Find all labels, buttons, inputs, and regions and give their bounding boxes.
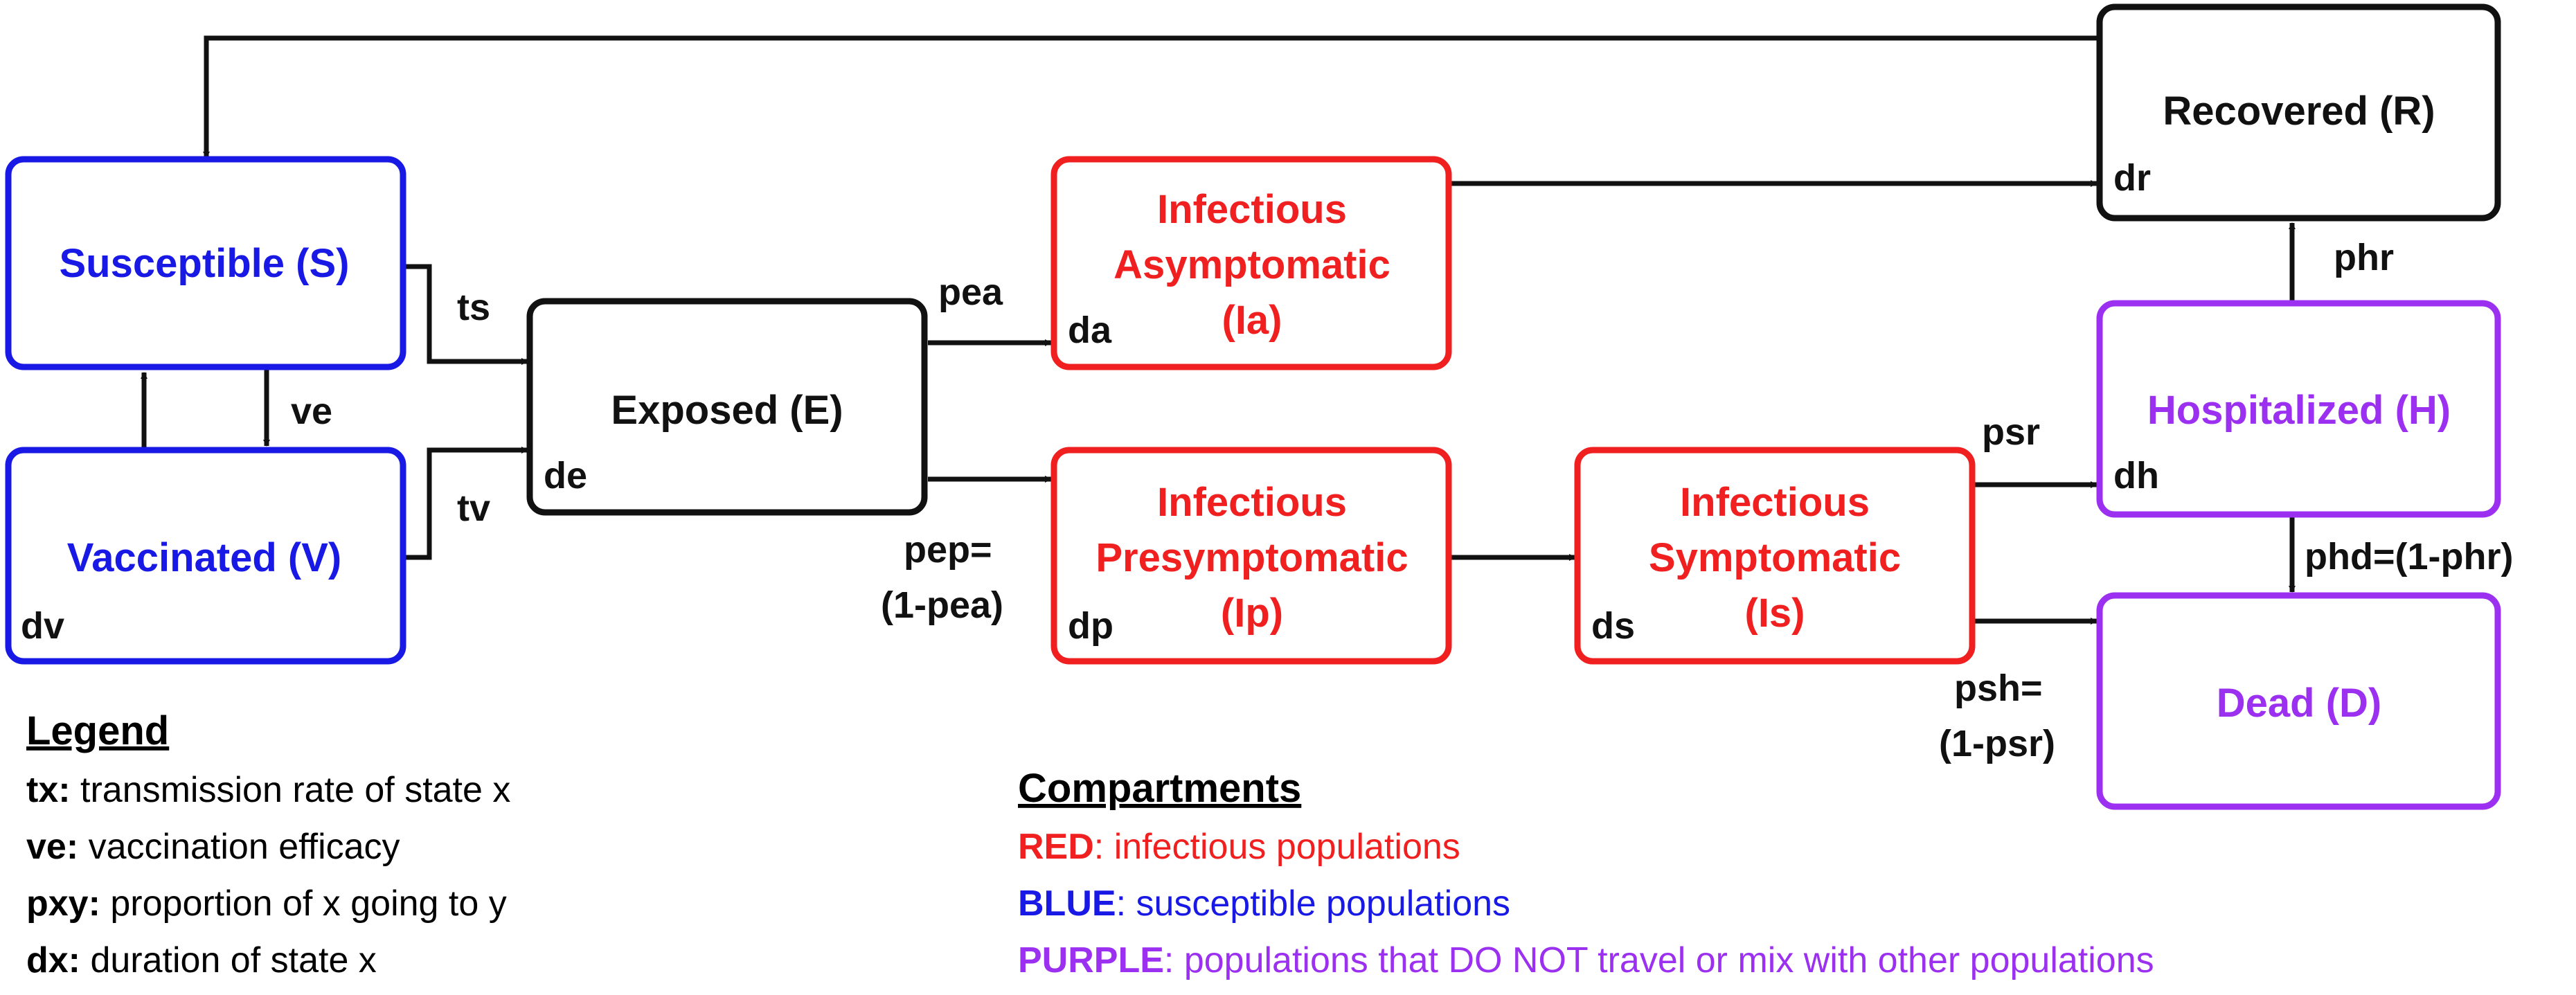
legend-key-pxy: pxy:: [26, 884, 100, 924]
legend-key-tx: tx:: [26, 770, 71, 810]
presymptomatic-duration: dp: [1068, 605, 1113, 647]
edge-label-psr: psr: [1982, 411, 2040, 453]
compartment-key-red: RED: [1018, 827, 1094, 867]
exposed-label: Exposed (E): [611, 388, 843, 433]
legend-item-ve: ve: vaccination efficacy: [26, 827, 400, 867]
compartments-title: Compartments: [1018, 766, 1301, 811]
edge-label-pep-line2: (1-pea): [881, 584, 1003, 626]
legend-title: Legend: [26, 708, 169, 753]
edge-label-phd: phd=(1-phr): [2305, 536, 2513, 577]
legend-text-ve: vaccination efficacy: [78, 827, 400, 867]
asymptomatic-label-line3: (Ia): [1222, 298, 1282, 343]
edge-label-phr: phr: [2334, 237, 2394, 278]
presymptomatic-label-line1: Infectious: [1157, 480, 1347, 525]
asymptomatic-label-line2: Asymptomatic: [1113, 242, 1390, 287]
compartment-key-purple: PURPLE: [1018, 940, 1164, 980]
node-exposed: [526, 298, 928, 516]
compartments-key: Compartments RED: infectious populations…: [1018, 766, 2154, 980]
node-asymptomatic: [1050, 156, 1452, 370]
dead-label: Dead (D): [2217, 681, 2381, 726]
presymptomatic-label-line3: (Ip): [1221, 591, 1283, 636]
compartment-text-blue: : susceptible populations: [1116, 884, 1511, 924]
node-recovered: [2096, 3, 2501, 222]
susceptible-label: Susceptible (S): [60, 241, 350, 286]
legend-key-dx: dx:: [26, 940, 80, 980]
compartment-key-blue: BLUE: [1018, 884, 1116, 924]
compartment-item-red: RED: infectious populations: [1018, 827, 1460, 867]
edge-recovered-to-susceptible: [203, 35, 2100, 159]
legend: Legend tx: transmission rate of state x …: [26, 708, 510, 980]
legend-item-dx: dx: duration of state x: [26, 940, 377, 980]
legend-item-tx: tx: transmission rate of state x: [26, 770, 510, 810]
edge-vaccinated-to-exposed: [405, 447, 528, 560]
symptomatic-label-line2: Symptomatic: [1649, 535, 1901, 580]
edge-label-pea: pea: [938, 271, 1003, 313]
edge-label-ve: ve: [291, 391, 332, 432]
connectors: [141, 35, 2296, 625]
recovered-label: Recovered (R): [2163, 89, 2435, 134]
node-susceptible: [5, 156, 406, 370]
presymptomatic-label-line2: Presymptomatic: [1095, 535, 1408, 580]
legend-text-pxy: proportion of x going to y: [100, 884, 507, 924]
node-dead: [2096, 592, 2501, 810]
edge-label-ts: ts: [457, 287, 490, 328]
asymptomatic-duration: da: [1068, 310, 1112, 351]
vaccinated-label: Vaccinated (V): [67, 535, 341, 580]
symptomatic-duration: ds: [1591, 605, 1635, 647]
node-hospitalized: [2096, 300, 2501, 518]
node-presymptomatic: [1050, 447, 1452, 665]
compartment-item-purple: PURPLE: populations that DO NOT travel o…: [1018, 940, 2154, 980]
edge-label-pep-line1: pep=: [904, 529, 992, 571]
asymptomatic-label-line1: Infectious: [1157, 187, 1347, 232]
hospitalized-label: Hospitalized (H): [2147, 388, 2451, 433]
node-vaccinated: [5, 447, 406, 665]
edge-label-psh-line1: psh=: [1954, 667, 2043, 709]
compartment-text-purple: : populations that DO NOT travel or mix …: [1164, 940, 2154, 980]
exposed-duration: de: [544, 455, 587, 496]
legend-text-tx: transmission rate of state x: [71, 770, 511, 810]
legend-text-dx: duration of state x: [80, 940, 377, 980]
symptomatic-label-line1: Infectious: [1680, 480, 1870, 525]
symptomatic-label-line3: (Is): [1745, 591, 1805, 636]
node-symptomatic: [1574, 447, 1976, 665]
legend-key-ve: ve:: [26, 827, 78, 867]
compartment-text-red: : infectious populations: [1094, 827, 1460, 867]
legend-item-pxy: pxy: proportion of x going to y: [26, 884, 507, 924]
edge-susceptible-to-exposed: [405, 264, 528, 365]
edge-label-tv: tv: [457, 487, 490, 529]
recovered-duration: dr: [2113, 157, 2151, 199]
hospitalized-duration: dh: [2113, 455, 2159, 496]
vaccinated-duration: dv: [21, 605, 64, 647]
compartment-item-blue: BLUE: susceptible populations: [1018, 884, 1510, 924]
edge-label-psh-line2: (1-psr): [1939, 723, 2055, 764]
